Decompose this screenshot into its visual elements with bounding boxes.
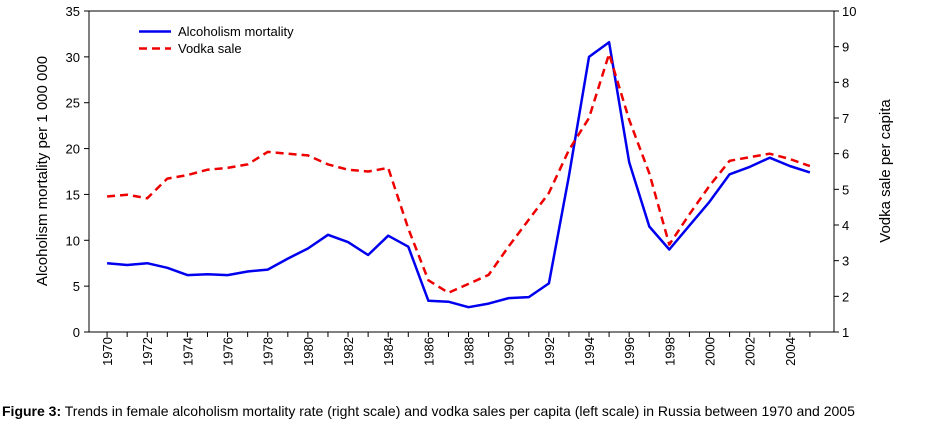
plot-frame — [88, 10, 835, 333]
right-y-tick-label: 8 — [842, 75, 849, 90]
legend-label-mortality: Alcoholism mortality — [178, 24, 294, 39]
x-tick-label: 1988 — [462, 337, 477, 366]
left-y-tick-label: 10 — [66, 233, 80, 248]
series-line-vodka-sale — [106, 52, 811, 295]
right-y-tick-label: 3 — [842, 254, 849, 269]
series-line-alcoholism-mortality — [106, 40, 811, 309]
figure-caption: Figure 3: Trends in female alcoholism mo… — [2, 403, 855, 419]
right-axis-title: Vodka sale per capita — [877, 99, 894, 243]
caption-label: Figure 3: — [2, 403, 62, 419]
x-tick-label: 1974 — [180, 337, 195, 366]
right-y-tick-label: 2 — [842, 289, 849, 304]
x-tick-label: 1970 — [100, 337, 115, 366]
left-y-tick-label: 30 — [66, 50, 80, 65]
right-y-tick-label: 4 — [842, 218, 849, 233]
left-y-tick-label: 5 — [73, 279, 80, 294]
x-tick-label: 2000 — [702, 337, 717, 366]
right-y-tick-label: 9 — [842, 40, 849, 55]
x-tick-label: 1984 — [381, 337, 396, 366]
x-axis: 1970 1972 1974 1976 1978 1980 1982 1984 1986 1988… — [100, 332, 811, 366]
x-tick-label: 1994 — [582, 337, 597, 366]
x-tick-label: 1976 — [221, 337, 236, 366]
x-tick-label: 1978 — [261, 337, 276, 366]
x-tick-label: 1996 — [622, 337, 637, 366]
left-axis-title: Alcoholism mortality per 1 000 000 — [34, 56, 51, 286]
x-tick-label: 1972 — [140, 337, 155, 366]
legend-label-vodka: Vodka sale — [178, 41, 242, 56]
right-y-axis: 1 2 3 4 5 6 7 8 9 10 — [834, 4, 856, 340]
x-tick-label: 1982 — [341, 337, 356, 366]
left-y-axis: 0 5 10 15 20 25 30 35 — [66, 4, 89, 340]
right-y-tick-label: 6 — [842, 147, 849, 162]
x-tick-label: 1980 — [301, 337, 316, 366]
left-y-tick-label: 15 — [66, 187, 80, 202]
right-y-tick-label: 7 — [842, 111, 849, 126]
right-y-tick-label: 1 — [842, 325, 849, 340]
x-tick-label: 1998 — [662, 337, 677, 366]
series-layer — [106, 40, 811, 309]
caption-text: Trends in female alcoholism mortality ra… — [61, 403, 855, 419]
x-tick-label: 2002 — [743, 337, 758, 366]
x-tick-label: 2004 — [783, 337, 798, 366]
left-y-tick-label: 0 — [73, 325, 80, 340]
legend: Alcoholism mortality Vodka sale — [139, 24, 294, 56]
left-y-tick-label: 35 — [66, 4, 80, 19]
left-y-tick-label: 20 — [66, 142, 80, 157]
x-tick-label: 1986 — [421, 337, 436, 366]
x-tick-label: 1990 — [502, 337, 517, 366]
right-y-tick-label: 10 — [842, 4, 856, 19]
right-y-tick-label: 5 — [842, 182, 849, 197]
left-y-tick-label: 25 — [66, 96, 80, 111]
x-tick-label: 1992 — [542, 337, 557, 366]
